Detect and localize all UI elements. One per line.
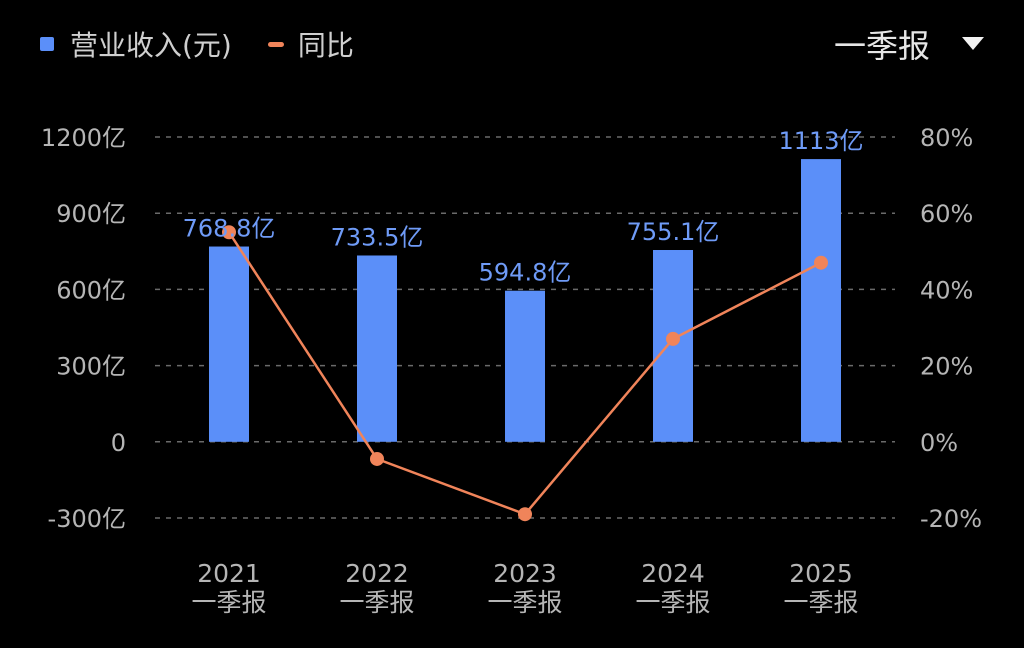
category-period-label: 一季报 (783, 588, 858, 617)
left-axis-tick-label: -300亿 (48, 505, 126, 533)
left-axis-ticks: 1200亿 900亿 600亿 300亿 0 -300亿 (41, 124, 126, 533)
right-axis-tick-label: 40% (920, 276, 973, 304)
chart-legend: 营业收入(元) 同比 (40, 22, 390, 66)
category-year-label: 2024 (641, 559, 705, 588)
revenue-bars (209, 159, 841, 442)
left-axis-tick-label: 600亿 (56, 276, 126, 304)
revenue-bar-label: 594.8亿 (479, 259, 572, 287)
revenue-bar-label: 755.1亿 (627, 218, 720, 246)
revenue-bar-label: 1113亿 (778, 127, 863, 155)
legend-yoy-label: 同比 (297, 29, 354, 62)
revenue-bar (801, 159, 841, 442)
right-axis-tick-label: -20% (920, 505, 982, 533)
revenue-bar-label: 733.5亿 (331, 223, 424, 251)
right-axis-tick-label: 60% (920, 200, 973, 228)
revenue-bar (209, 246, 249, 442)
yoy-point (666, 331, 680, 346)
yoy-point (370, 451, 384, 466)
legend-revenue-swatch (40, 37, 54, 51)
legend-revenue-label: 营业收入(元) (70, 29, 232, 62)
category-year-label: 2021 (197, 559, 261, 588)
dropdown-triangle-icon (962, 37, 984, 50)
right-axis-tick-label: 0% (920, 429, 958, 457)
left-axis-tick-label: 0 (111, 429, 126, 457)
left-axis-tick-label: 300亿 (56, 353, 126, 381)
right-axis-tick-label: 20% (920, 353, 973, 381)
period-selector-value: 一季报 (833, 27, 930, 65)
revenue-bar (357, 255, 397, 442)
category-year-label: 2025 (789, 559, 853, 588)
right-axis-tick-label: 80% (920, 124, 973, 152)
yoy-point (518, 507, 532, 522)
period-selector[interactable]: 一季报 (834, 22, 984, 66)
bar-data-labels: 768.8亿 733.5亿 594.8亿 755.1亿 1113亿 (183, 127, 864, 287)
left-axis-tick-label: 900亿 (56, 200, 126, 228)
legend-item-revenue[interactable]: 营业收入(元) (40, 24, 232, 64)
category-year-label: 2023 (493, 559, 557, 588)
right-axis-ticks: 80% 60% 40% 20% 0% -20% (920, 124, 982, 533)
legend-item-yoy[interactable]: 同比 (267, 24, 354, 64)
legend-yoy-swatch (267, 41, 284, 47)
revenue-bar (505, 290, 545, 442)
revenue-bar-label: 768.8亿 (183, 215, 276, 243)
category-period-label: 一季报 (339, 588, 414, 617)
category-period-label: 一季报 (487, 588, 562, 617)
category-year-label: 2022 (345, 559, 409, 588)
category-period-label: 一季报 (191, 588, 266, 617)
yoy-line (222, 225, 828, 522)
left-axis-tick-label: 1200亿 (41, 124, 126, 152)
category-period-label: 一季报 (635, 588, 710, 617)
yoy-point (814, 255, 828, 270)
yoy-point (222, 225, 236, 240)
